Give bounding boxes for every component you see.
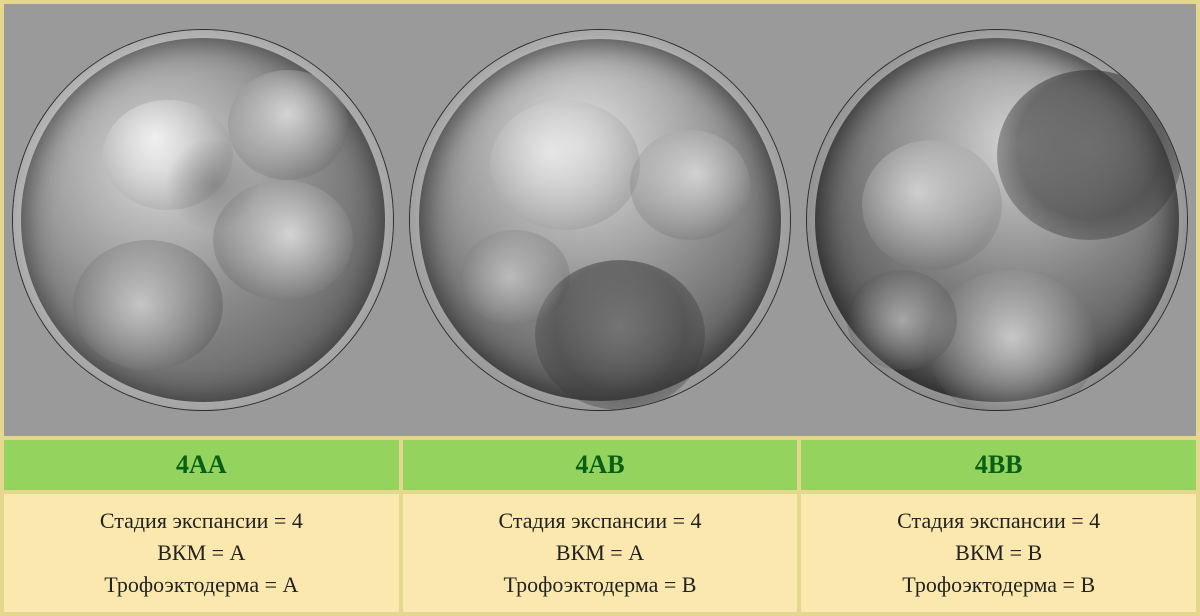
- embryo-blob: [490, 100, 640, 230]
- panel-image-2: [401, 10, 798, 430]
- embryo-blob: [163, 140, 263, 230]
- detail-line: Стадия экспансии = 4: [897, 505, 1100, 537]
- grade-text: 4AA: [176, 450, 227, 480]
- detail-cell-3: Стадия экспансии = 4 ВКМ = B Трофоэктоде…: [797, 494, 1196, 612]
- detail-line: Трофоэктодерма = B: [902, 569, 1095, 601]
- grade-text: 4AB: [575, 450, 624, 480]
- detail-line: Стадия экспансии = 4: [100, 505, 303, 537]
- detail-line: ВКМ = A: [556, 537, 644, 569]
- embryo-blob: [997, 70, 1182, 240]
- detail-row: Стадия экспансии = 4 ВКМ = A Трофоэктоде…: [4, 490, 1196, 612]
- figure-container: 4AA 4AB 4BB Стадия экспансии = 4 ВКМ = A…: [0, 0, 1200, 616]
- embryo-image-2: [410, 30, 790, 410]
- grade-label-3: 4BB: [797, 440, 1196, 490]
- microscopy-row: [4, 4, 1196, 440]
- detail-line: ВКМ = B: [955, 537, 1042, 569]
- detail-line: Трофоэктодерма = A: [104, 569, 298, 601]
- embryo-image-3: [807, 30, 1187, 410]
- embryo-blob: [460, 230, 570, 325]
- embryo-blob: [630, 130, 750, 240]
- embryo-blob: [847, 270, 957, 370]
- grade-text: 4BB: [975, 450, 1023, 480]
- grade-label-1: 4AA: [4, 440, 399, 490]
- detail-cell-2: Стадия экспансии = 4 ВКМ = A Трофоэктоде…: [399, 494, 798, 612]
- detail-cell-1: Стадия экспансии = 4 ВКМ = A Трофоэктоде…: [4, 494, 399, 612]
- embryo-blob: [862, 140, 1002, 270]
- detail-line: Стадия экспансии = 4: [499, 505, 702, 537]
- embryo-blob: [927, 270, 1097, 410]
- grade-label-2: 4AB: [399, 440, 798, 490]
- embryo-blob: [73, 240, 223, 370]
- panel-image-1: [4, 10, 401, 430]
- detail-line: Трофоэктодерма = B: [504, 569, 697, 601]
- detail-line: ВКМ = A: [157, 537, 245, 569]
- panel-image-3: [799, 10, 1196, 430]
- grade-label-row: 4AA 4AB 4BB: [4, 440, 1196, 490]
- embryo-image-1: [13, 30, 393, 410]
